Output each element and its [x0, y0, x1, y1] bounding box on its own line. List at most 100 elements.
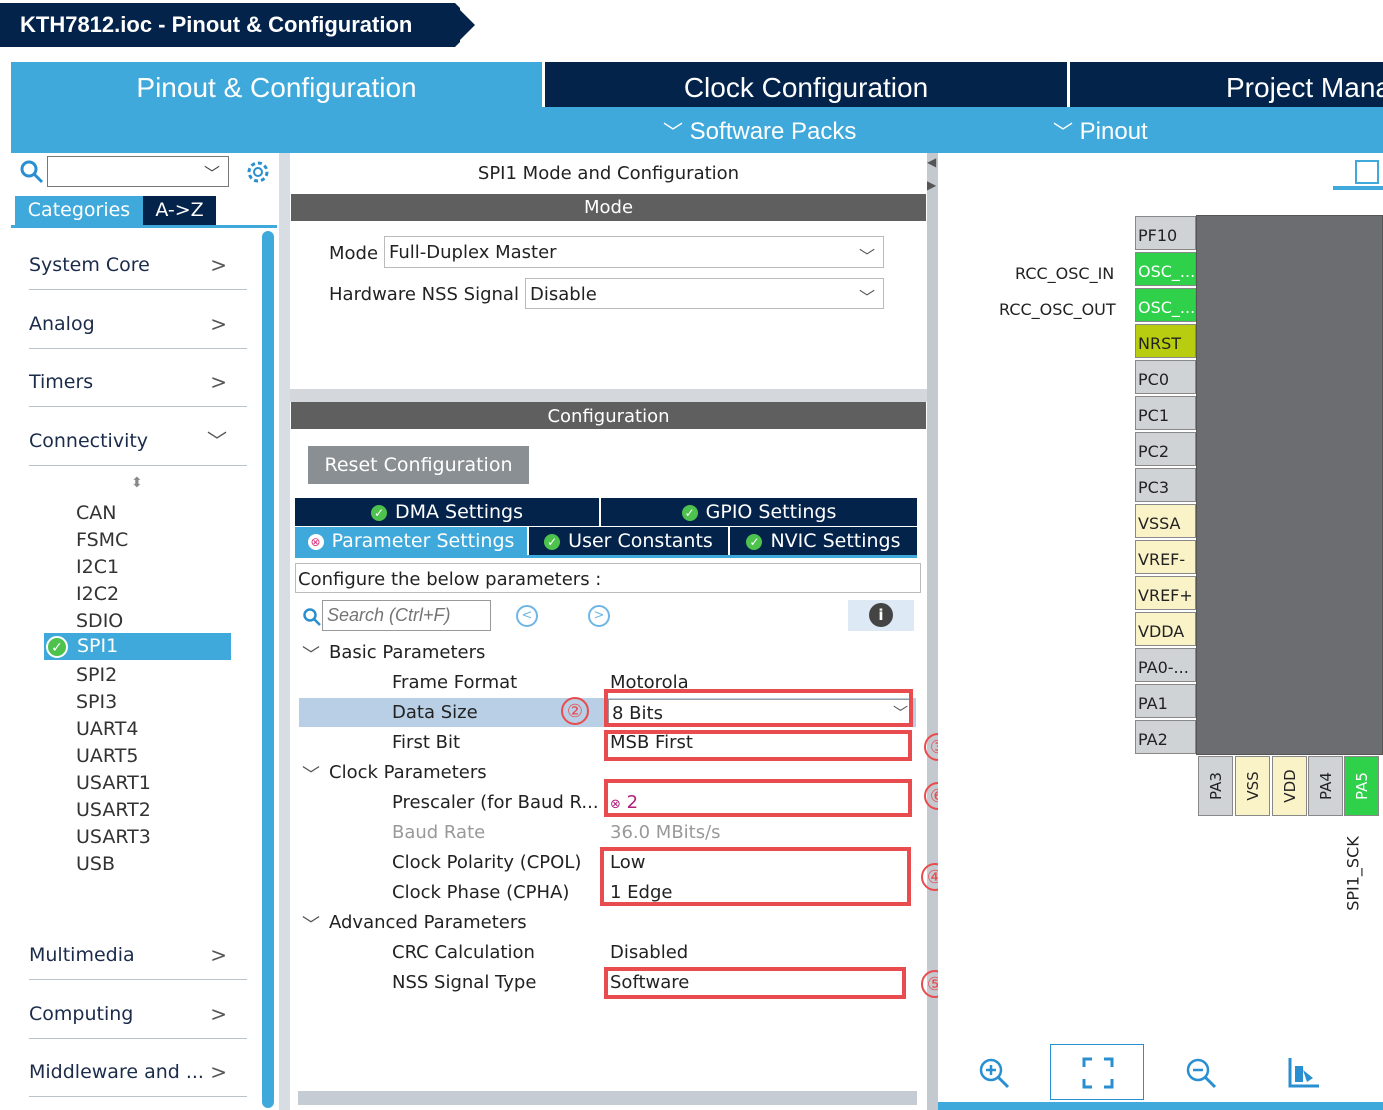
cpha-label: Clock Phase (CPHA)	[392, 882, 570, 903]
pin[interactable]: PA2	[1135, 720, 1196, 754]
previous-icon[interactable]: <	[516, 605, 538, 627]
chevron-down-icon: ﹀	[663, 122, 683, 144]
mode-select[interactable]: Full-Duplex Master ﹀	[384, 236, 884, 268]
pin[interactable]: PC0	[1135, 360, 1196, 394]
breadcrumb-tip	[453, 3, 475, 47]
pin[interactable]: VREF+	[1135, 576, 1196, 610]
tab-clock-configuration[interactable]: Clock Configuration	[683, 72, 929, 103]
list-item[interactable]: UART5	[76, 745, 139, 767]
error-icon: ⊗	[610, 797, 621, 812]
parameter-search-input[interactable]	[322, 600, 491, 631]
tab-a-to-z[interactable]: A->Z	[143, 196, 216, 225]
chevron-down-icon[interactable]: ﹀	[204, 164, 221, 183]
category-middleware[interactable]: Middleware and ... >	[29, 1058, 247, 1097]
tab-nvic-settings[interactable]: ✓ NVIC Settings	[730, 527, 917, 555]
list-item[interactable]: USART1	[76, 772, 151, 794]
list-item[interactable]: USB	[76, 853, 116, 875]
category-connectivity[interactable]: Connectivity ﹀	[29, 427, 247, 466]
bottom-pin[interactable]: VDD	[1272, 756, 1307, 816]
bottom-accent-bar	[938, 1102, 1383, 1110]
category-computing[interactable]: Computing >	[29, 1000, 247, 1039]
next-icon[interactable]: >	[588, 605, 610, 627]
nss-type-value[interactable]: Software	[610, 972, 690, 993]
group-basic-parameters[interactable]: Basic Parameters	[329, 642, 486, 663]
tab-gpio-settings[interactable]: ✓ GPIO Settings	[601, 498, 917, 526]
list-item-selected[interactable]: ✓ SPI1	[44, 633, 231, 660]
pinout-menu[interactable]: ﹀ Pinout	[1053, 118, 1148, 145]
software-packs-menu[interactable]: ﹀ Software Packs	[663, 118, 857, 145]
crc-value[interactable]: Disabled	[610, 942, 689, 963]
frame-format-value[interactable]: Motorola	[610, 672, 689, 693]
list-item[interactable]: SPI3	[76, 691, 118, 713]
pin[interactable]: PC2	[1135, 432, 1196, 466]
list-item[interactable]: UART4	[76, 718, 139, 740]
pin[interactable]: VSSA	[1135, 504, 1196, 538]
bottom-pin[interactable]: PA5	[1344, 756, 1379, 816]
view-underline	[1333, 186, 1383, 190]
right-splitter[interactable]	[927, 153, 938, 1110]
group-advanced-parameters[interactable]: Advanced Parameters	[329, 912, 527, 933]
chevron-down-icon[interactable]: ﹀	[302, 915, 320, 936]
category-analog[interactable]: Analog >	[29, 310, 247, 349]
pin[interactable]: PA1	[1135, 684, 1196, 718]
gear-icon[interactable]	[245, 159, 271, 189]
chevron-down-icon[interactable]: ﹀	[302, 645, 320, 666]
cpol-value[interactable]: Low	[610, 852, 646, 873]
tab-dma-settings[interactable]: ✓ DMA Settings	[295, 498, 599, 526]
list-item[interactable]: USART2	[76, 799, 151, 821]
tab-parameter-settings[interactable]: ⊗ Parameter Settings	[295, 527, 527, 555]
cpha-value[interactable]: 1 Edge	[610, 882, 673, 903]
list-item[interactable]: FSMC	[76, 529, 129, 551]
info-button[interactable]: i	[848, 600, 914, 631]
pin[interactable]: VREF-	[1135, 540, 1196, 574]
pin[interactable]: VDDA	[1135, 612, 1196, 646]
fit-view-button[interactable]	[1050, 1044, 1144, 1100]
category-multimedia[interactable]: Multimedia >	[29, 941, 247, 980]
pin-signal-label-vertical: SPI1_SCK	[1343, 836, 1363, 911]
first-bit-value[interactable]: MSB First	[610, 732, 693, 753]
list-item[interactable]: I2C2	[76, 583, 120, 605]
annotation-box	[600, 847, 911, 906]
list-item[interactable]: CAN	[76, 502, 117, 524]
chevron-down-icon[interactable]: ﹀	[302, 765, 320, 786]
bottom-pin[interactable]: PA3	[1198, 756, 1233, 816]
reset-configuration-button[interactable]: Reset Configuration	[308, 446, 529, 484]
prescaler-value[interactable]: ⊗ 2	[610, 792, 639, 813]
list-item[interactable]: I2C1	[76, 556, 120, 578]
list-item[interactable]: SPI2	[76, 664, 118, 686]
bottom-pin[interactable]: VSS	[1235, 756, 1270, 816]
group-clock-parameters[interactable]: Clock Parameters	[329, 762, 487, 783]
list-item[interactable]: SDIO	[76, 610, 124, 632]
pin[interactable]: PA0-...	[1135, 648, 1196, 682]
category-system-core[interactable]: System Core >	[29, 251, 247, 290]
horizontal-scrollbar[interactable]	[298, 1091, 917, 1105]
tab-user-constants[interactable]: ✓ User Constants	[529, 527, 728, 555]
zoom-in-icon[interactable]	[977, 1056, 1011, 1094]
search-icon	[302, 607, 322, 631]
expand-icon[interactable]: ▶	[927, 178, 937, 192]
export-icon[interactable]	[1287, 1056, 1323, 1094]
bottom-pin[interactable]: PA4	[1308, 756, 1343, 816]
chip-view-icon[interactable]	[1355, 160, 1379, 184]
pin[interactable]: OSC_...	[1135, 288, 1196, 322]
mode-label: Mode	[329, 243, 379, 264]
pin[interactable]: OSC_...	[1135, 252, 1196, 286]
baud-rate-value: 36.0 MBits/s	[610, 822, 721, 843]
tab-project-manager[interactable]: Project Mana	[1226, 72, 1383, 103]
zoom-out-icon[interactable]	[1184, 1056, 1218, 1094]
main-tab-bar: Pinout & Configuration Clock Configurati…	[11, 62, 1383, 108]
tab-categories[interactable]: Categories	[15, 196, 143, 225]
tab-pinout-configuration[interactable]: Pinout & Configuration	[11, 62, 542, 108]
list-item[interactable]: USART3	[76, 826, 151, 848]
pin[interactable]: PF10	[1135, 216, 1196, 250]
collapse-icon[interactable]: ◀	[927, 155, 937, 169]
pin[interactable]: PC3	[1135, 468, 1196, 502]
left-splitter[interactable]	[279, 153, 290, 1110]
pin[interactable]: PC1	[1135, 396, 1196, 430]
pin[interactable]: NRST	[1135, 324, 1196, 358]
sort-icon[interactable]: ⬍	[131, 475, 143, 491]
category-timers[interactable]: Timers >	[29, 368, 247, 407]
category-search-input[interactable]	[47, 156, 229, 187]
scrollbar[interactable]	[262, 231, 274, 1108]
nss-select[interactable]: Disable ﹀	[525, 278, 884, 309]
